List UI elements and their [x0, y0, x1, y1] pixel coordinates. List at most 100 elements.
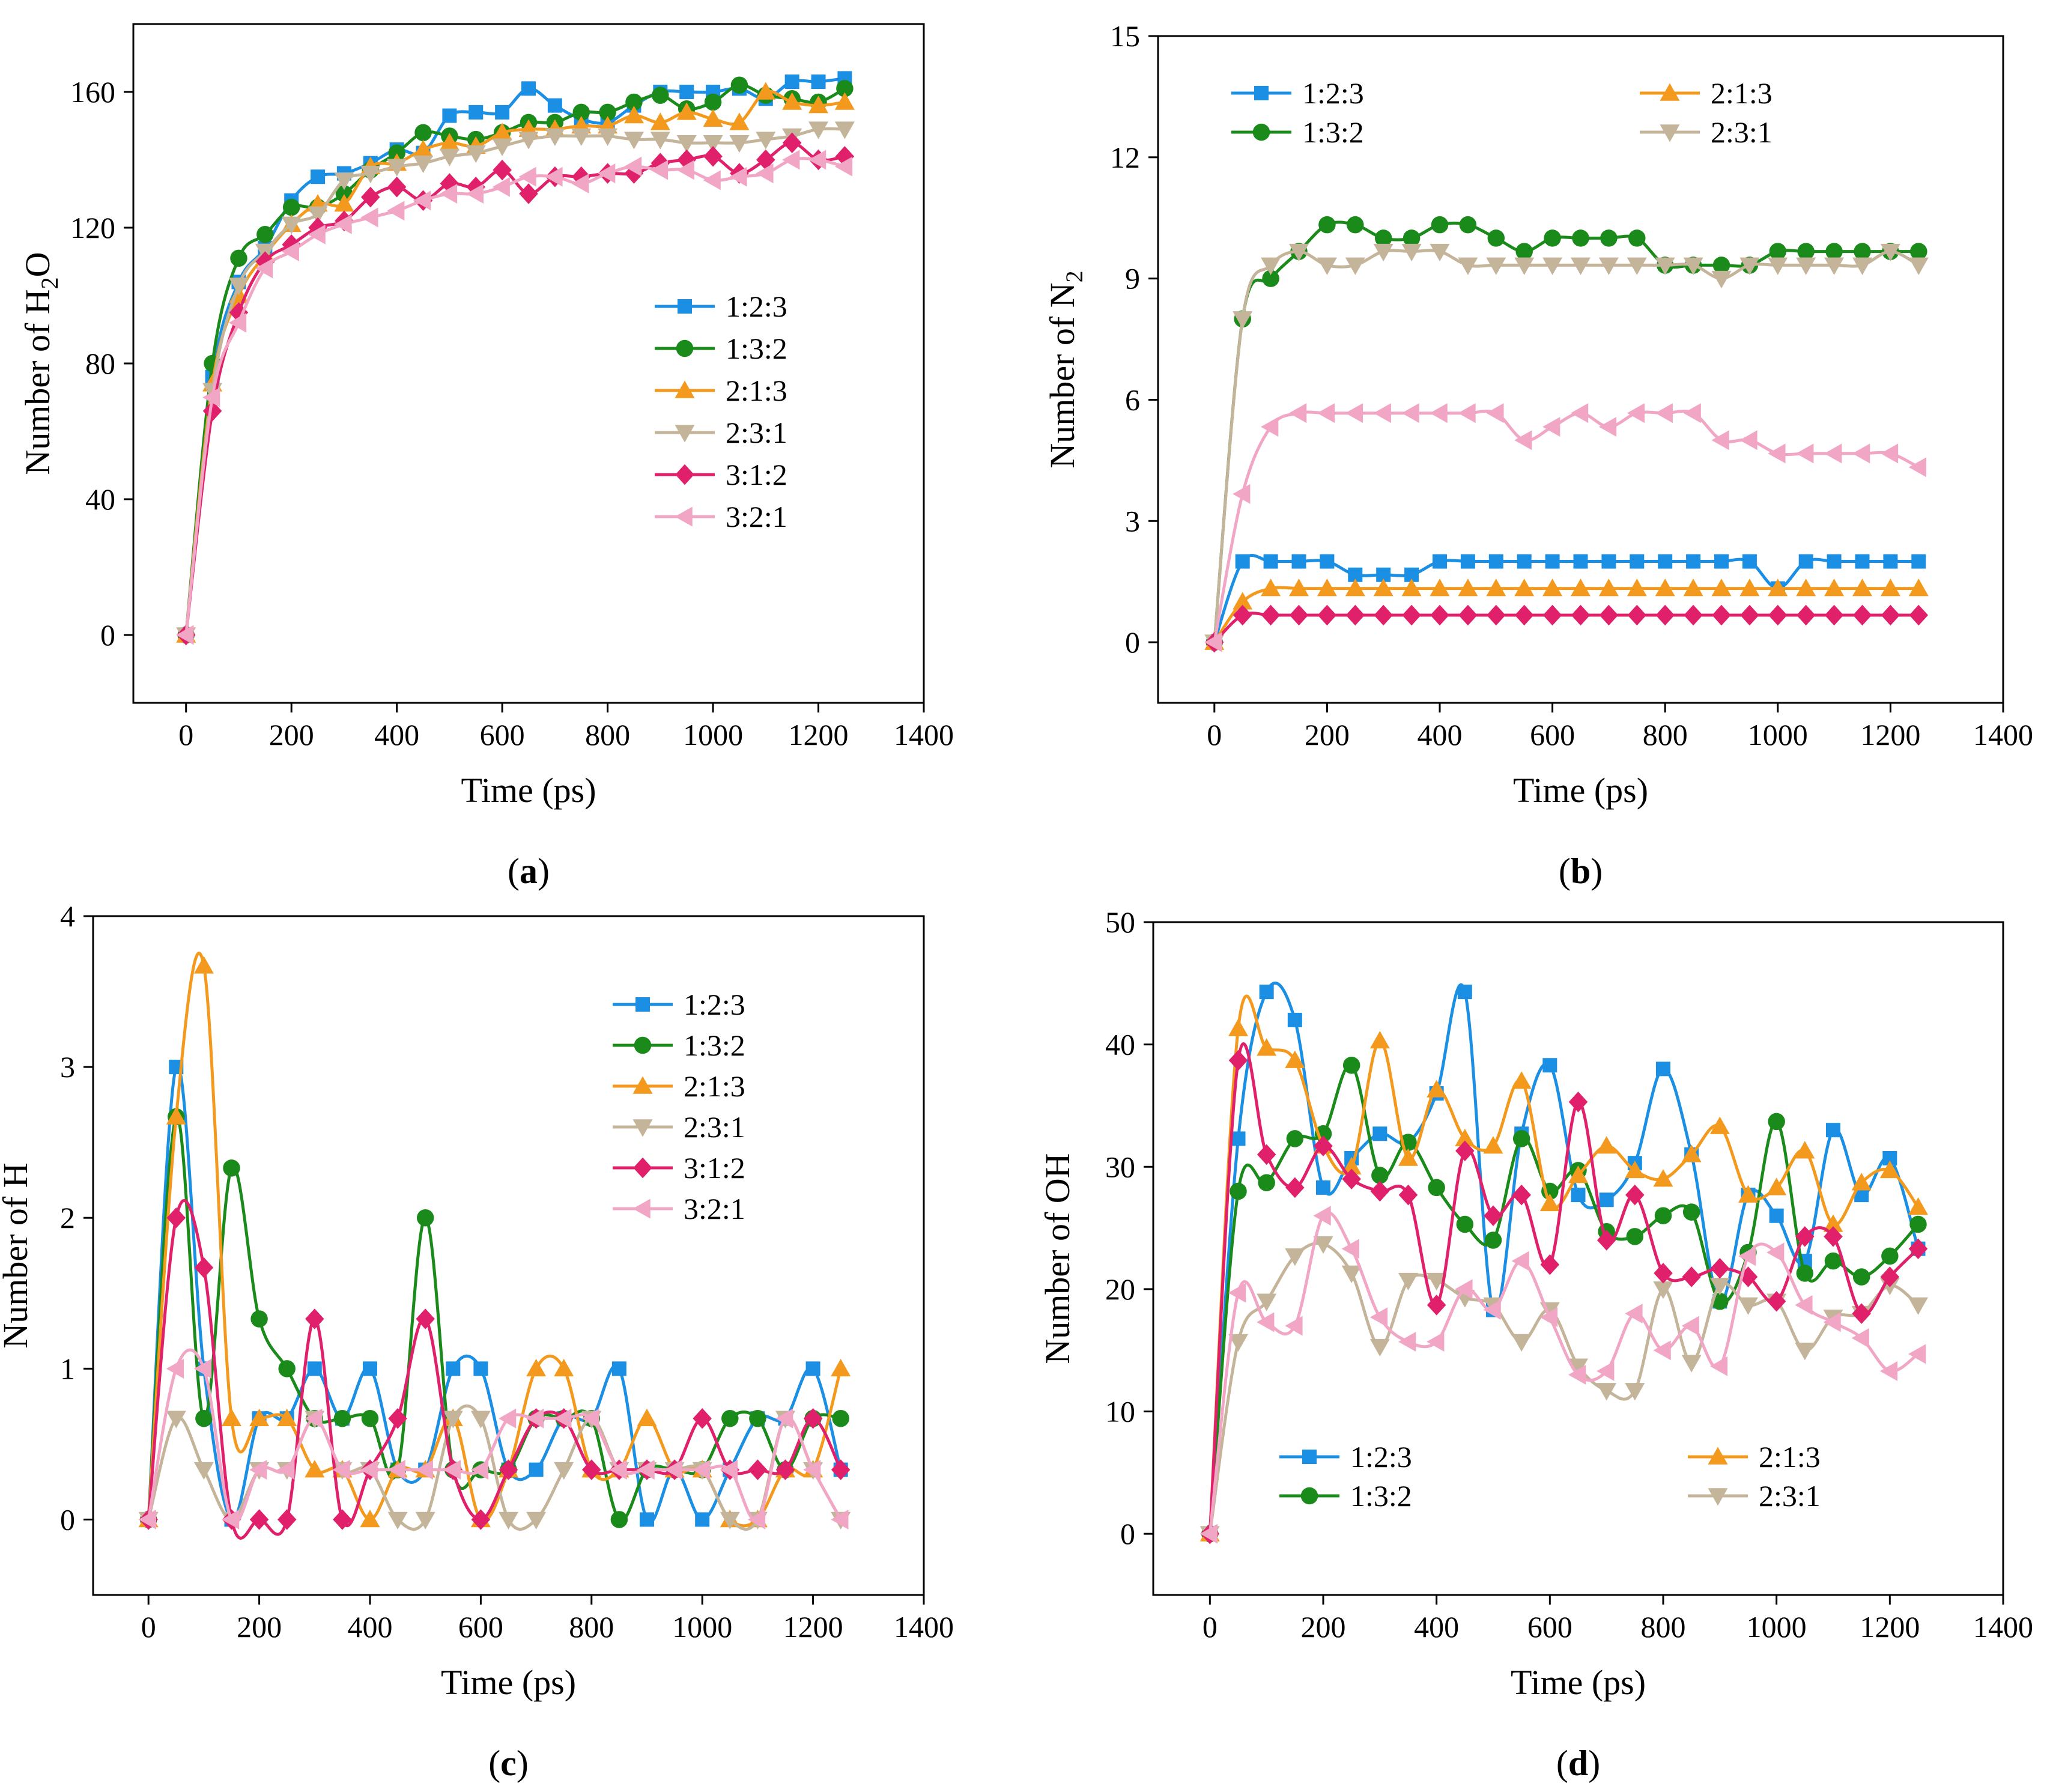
data-point-b	[1908, 579, 1929, 597]
data-point-b	[1402, 604, 1421, 626]
data-point-c	[416, 1209, 434, 1227]
y-axis-label-tail-a: O	[18, 252, 57, 277]
data-point-b	[1712, 604, 1731, 626]
data-point-c	[748, 1459, 768, 1480]
data-point-b	[1318, 216, 1336, 234]
data-point-b	[1683, 257, 1703, 275]
data-point-a	[811, 74, 826, 90]
panel-label-close-c: )	[517, 1743, 529, 1783]
data-point-c	[693, 1408, 712, 1429]
data-point-a	[625, 93, 643, 111]
data-point-b	[1235, 554, 1250, 569]
data-point-d	[1313, 1236, 1333, 1254]
legend-marker-a	[676, 339, 694, 357]
data-point-c	[138, 1509, 156, 1529]
data-point-d	[1511, 1071, 1532, 1089]
data-point-d	[1398, 1331, 1416, 1352]
data-point-d	[1738, 1185, 1758, 1203]
data-point-d	[1597, 1230, 1616, 1251]
x-tick-label-b: 200	[1305, 718, 1350, 752]
data-point-d	[1257, 1293, 1277, 1311]
y-tick-label-a: 40	[85, 482, 115, 516]
data-point-a	[281, 216, 302, 234]
data-point-b	[1742, 554, 1757, 569]
data-point-a	[202, 400, 222, 422]
data-point-b	[1433, 554, 1447, 569]
data-point-c	[249, 1509, 269, 1530]
data-point-d	[1880, 1266, 1900, 1287]
data-point-b	[1824, 257, 1845, 275]
data-point-b	[1768, 604, 1788, 626]
data-point-b	[1289, 579, 1309, 597]
data-point-c	[333, 1509, 352, 1530]
y-tick-label-d: 0	[1120, 1517, 1135, 1551]
legend-entry-b: 2:3:1	[1711, 115, 1773, 149]
data-point-a	[703, 146, 723, 167]
data-point-a	[834, 156, 853, 177]
data-point-b	[1658, 554, 1673, 569]
x-tick-label-d: 0	[1202, 1610, 1218, 1644]
data-point-c	[305, 1308, 324, 1329]
data-point-c	[195, 1409, 213, 1427]
data-point-a	[834, 92, 855, 110]
panel-label-letter-d: d	[1568, 1743, 1588, 1783]
data-point-c	[249, 1408, 270, 1426]
panel-label-letter-b: b	[1571, 851, 1591, 891]
data-point-a	[571, 128, 592, 146]
data-point-b	[1289, 243, 1309, 262]
data-point-b	[1627, 257, 1647, 275]
data-point-a	[598, 163, 616, 184]
data-point-c	[610, 1511, 628, 1528]
data-point-d	[1286, 1130, 1304, 1147]
y-tick-label-b: 9	[1125, 262, 1140, 296]
data-point-a	[782, 92, 802, 110]
data-point-d	[1316, 1180, 1330, 1195]
legend-marker-a	[675, 425, 695, 443]
data-point-c	[499, 1511, 518, 1529]
data-point-b	[1571, 604, 1591, 626]
legend-marker-d	[1708, 1447, 1728, 1465]
legend-entry-c: 2:1:3	[684, 1069, 745, 1103]
data-point-a	[334, 214, 352, 234]
data-point-b	[1769, 243, 1787, 260]
data-point-b	[1683, 403, 1701, 424]
data-point-b	[1233, 604, 1252, 626]
x-tick-label-d: 800	[1641, 1610, 1686, 1644]
data-point-c	[305, 1408, 323, 1429]
data-point-b	[1909, 604, 1929, 626]
data-point-a	[202, 387, 220, 407]
data-point-d	[1879, 1160, 1900, 1179]
data-point-a	[756, 163, 774, 184]
data-point-a	[676, 160, 694, 180]
x-tick-label-a: 1000	[683, 718, 743, 752]
data-point-d	[1908, 1344, 1926, 1364]
data-point-c	[363, 1361, 377, 1376]
data-point-d	[1654, 1207, 1672, 1224]
data-point-d	[1681, 1144, 1702, 1162]
y-tick-label-a: 120	[70, 211, 115, 245]
data-point-d	[1457, 985, 1472, 1000]
data-point-a	[703, 170, 721, 190]
data-point-a	[521, 81, 536, 96]
data-point-b	[1739, 579, 1760, 597]
data-point-b	[1599, 604, 1619, 626]
data-point-a	[414, 124, 432, 142]
data-point-b	[1739, 257, 1760, 275]
data-point-a	[545, 128, 565, 146]
data-point-c	[222, 1408, 241, 1426]
x-tick-label-d: 200	[1301, 1610, 1346, 1644]
data-point-d	[1398, 1148, 1418, 1166]
plot-frame-d	[1152, 921, 2004, 1596]
data-point-b	[1797, 243, 1815, 260]
data-point-a	[442, 108, 457, 123]
data-point-d	[1539, 1307, 1558, 1328]
legend-marker-c	[635, 997, 650, 1012]
legend-entry-d: 2:1:3	[1759, 1440, 1821, 1474]
x-tick-label-c: 1400	[894, 1610, 954, 1644]
data-point-b	[1883, 554, 1898, 569]
data-point-a	[650, 132, 670, 150]
data-point-a	[255, 258, 273, 279]
data-point-b	[1880, 243, 1900, 262]
data-point-b	[1827, 554, 1842, 569]
